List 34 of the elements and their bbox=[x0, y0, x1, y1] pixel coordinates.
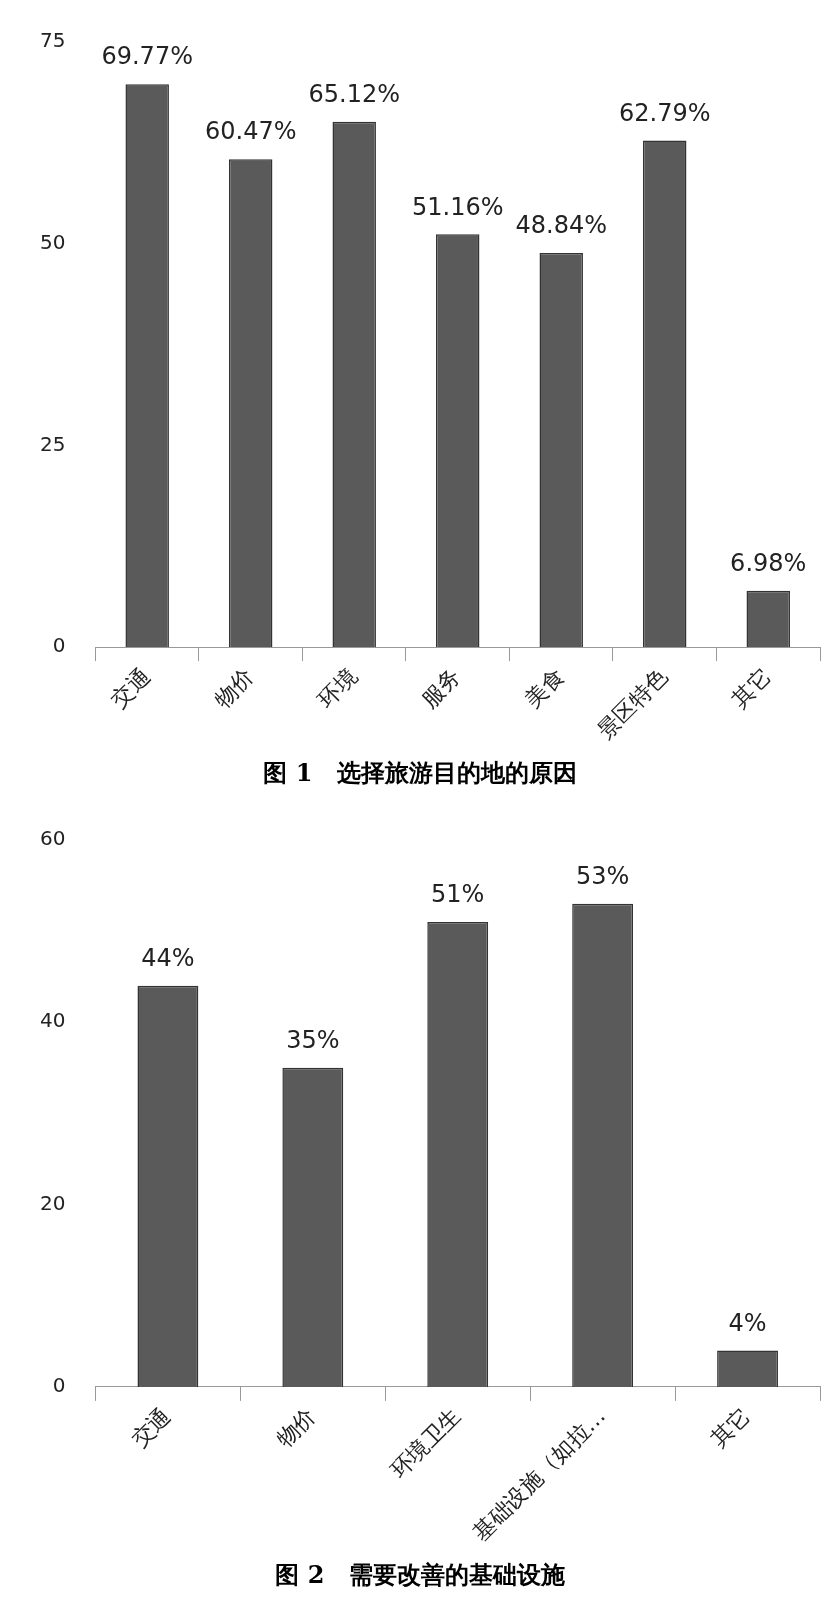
data-label: 4% bbox=[728, 1308, 767, 1337]
y-tick-label: 60 bbox=[40, 826, 66, 851]
data-label: 6.98% bbox=[730, 549, 807, 578]
y-tick-label: 25 bbox=[40, 431, 66, 456]
text: 图 2 需要改善的基础设施 bbox=[274, 1559, 566, 1591]
y-tick-label: 20 bbox=[40, 1190, 66, 1215]
x-tick-label: 服务 bbox=[416, 663, 466, 713]
data-label: 62.79% bbox=[618, 98, 711, 127]
x-tick-label: 基础设施（如拉… bbox=[468, 1403, 611, 1546]
data-label: 65.12% bbox=[308, 79, 400, 108]
x-tick-label: 环境 bbox=[313, 663, 362, 713]
x-tick-label: 美食 bbox=[520, 663, 569, 713]
x-tick-label: 物价 bbox=[209, 663, 259, 713]
y-tick-label: 50 bbox=[40, 229, 66, 254]
y-tick-label: 40 bbox=[40, 1008, 66, 1033]
y-tick-label: 0 bbox=[52, 633, 66, 658]
data-label: 35% bbox=[286, 1026, 340, 1055]
x-tick-label: 物价 bbox=[271, 1403, 321, 1452]
x-tick-label: 交通 bbox=[126, 1403, 176, 1452]
data-label: 53% bbox=[575, 862, 630, 891]
x-tick-label: 景区特色 bbox=[592, 663, 673, 744]
y-tick-label: 0 bbox=[52, 1373, 66, 1398]
y-tick-label: 75 bbox=[40, 28, 66, 53]
data-label: 60.47% bbox=[204, 117, 297, 146]
data-label: 51% bbox=[431, 880, 485, 909]
x-tick-label: 其它 bbox=[706, 1403, 756, 1452]
x-tick-label: 环境卫生 bbox=[385, 1403, 466, 1484]
data-label: 69.77% bbox=[101, 42, 193, 71]
text: 图 1 选择旅游目的地的原因 bbox=[262, 757, 578, 789]
x-tick-label: 其它 bbox=[727, 663, 776, 713]
data-label: 51.16% bbox=[411, 192, 504, 221]
data-label: 48.84% bbox=[515, 211, 607, 240]
x-tick-label: 交通 bbox=[105, 663, 155, 713]
data-label: 44% bbox=[141, 944, 195, 973]
